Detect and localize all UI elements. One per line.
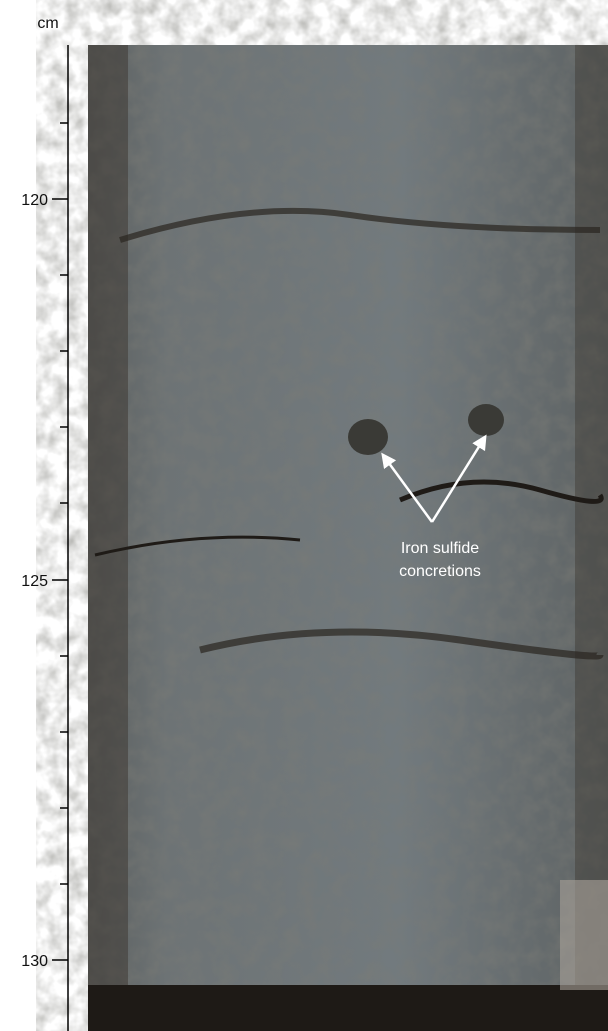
depth-label: 120 bbox=[21, 192, 48, 209]
core-figure: cm 120 125 130 Iron sulfide concretions bbox=[0, 0, 608, 1031]
minor-ticks bbox=[60, 123, 68, 884]
annotation-line: concretions bbox=[399, 563, 481, 580]
core-photo bbox=[88, 45, 608, 1031]
depth-label: 125 bbox=[21, 573, 48, 590]
annotation-line: Iron sulfide bbox=[401, 540, 479, 557]
depth-label: 130 bbox=[21, 953, 48, 970]
unit-label: cm bbox=[37, 15, 58, 32]
